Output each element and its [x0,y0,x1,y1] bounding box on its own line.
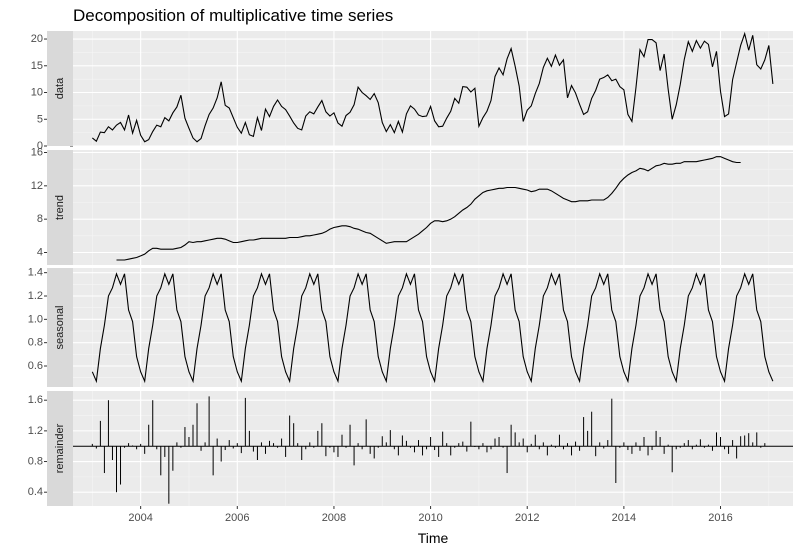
y-tick-label: 0 [37,140,43,152]
strip-data [47,31,73,146]
panel-background-remainder [73,391,793,506]
strip-label-seasonal: seasonal [54,305,66,349]
y-tick-label: 0.8 [28,456,43,468]
chart-title: Decomposition of multiplicative time ser… [73,6,394,25]
strip-trend [47,150,73,265]
y-tick-label: 12 [31,180,43,192]
y-tick-label: 15 [31,60,43,72]
x-tick-label: 2014 [612,512,636,524]
panel-seasonal: seasonal 0.6 0.8 1.0 1.2 1.4 [28,267,793,387]
x-axis-label: Time [418,530,449,546]
x-tick-label: 2010 [418,512,442,524]
series-line-trend [116,156,741,261]
y-tick-label: 8 [37,213,43,225]
y-tick-label: 1.4 [28,267,43,279]
panel-trend: trend 4 8 12 16 [31,147,793,265]
y-tick-label: 1.6 [28,394,43,406]
y-tick-label: 1.2 [28,290,43,302]
y-tick-label: 0.8 [28,337,43,349]
panel-background-data [73,31,793,146]
y-tick-label: 5 [37,113,43,125]
strip-seasonal [47,268,73,387]
y-tick-label: 16 [31,147,43,159]
strip-label-remainder: remainder [54,423,66,473]
y-tick-label: 4 [37,247,43,259]
x-tick-label: 2006 [225,512,249,524]
x-tick-label: 2008 [322,512,346,524]
x-tick-label: 2012 [515,512,539,524]
y-tick-label: 0.4 [28,486,43,498]
y-tick-label: 20 [31,33,43,45]
panel-data: data 0 5 10 15 20 [31,31,793,152]
strip-remainder [47,391,73,506]
x-tick-label: 2016 [708,512,732,524]
y-tick-label: 10 [31,87,43,99]
y-tick-label: 1.0 [28,313,43,325]
strip-label-data: data [54,77,66,99]
y-tick-label: 0.6 [28,360,43,372]
series-line-seasonal [91,272,774,384]
strip-label-trend: trend [54,195,66,220]
x-tick-label: 2004 [128,512,152,524]
panel-background-seasonal [73,268,793,387]
series-line-data [91,31,774,143]
panel-remainder: remainder 0.4 0.8 1.2 1.6 [28,391,793,506]
y-tick-label: 1.2 [28,425,43,437]
